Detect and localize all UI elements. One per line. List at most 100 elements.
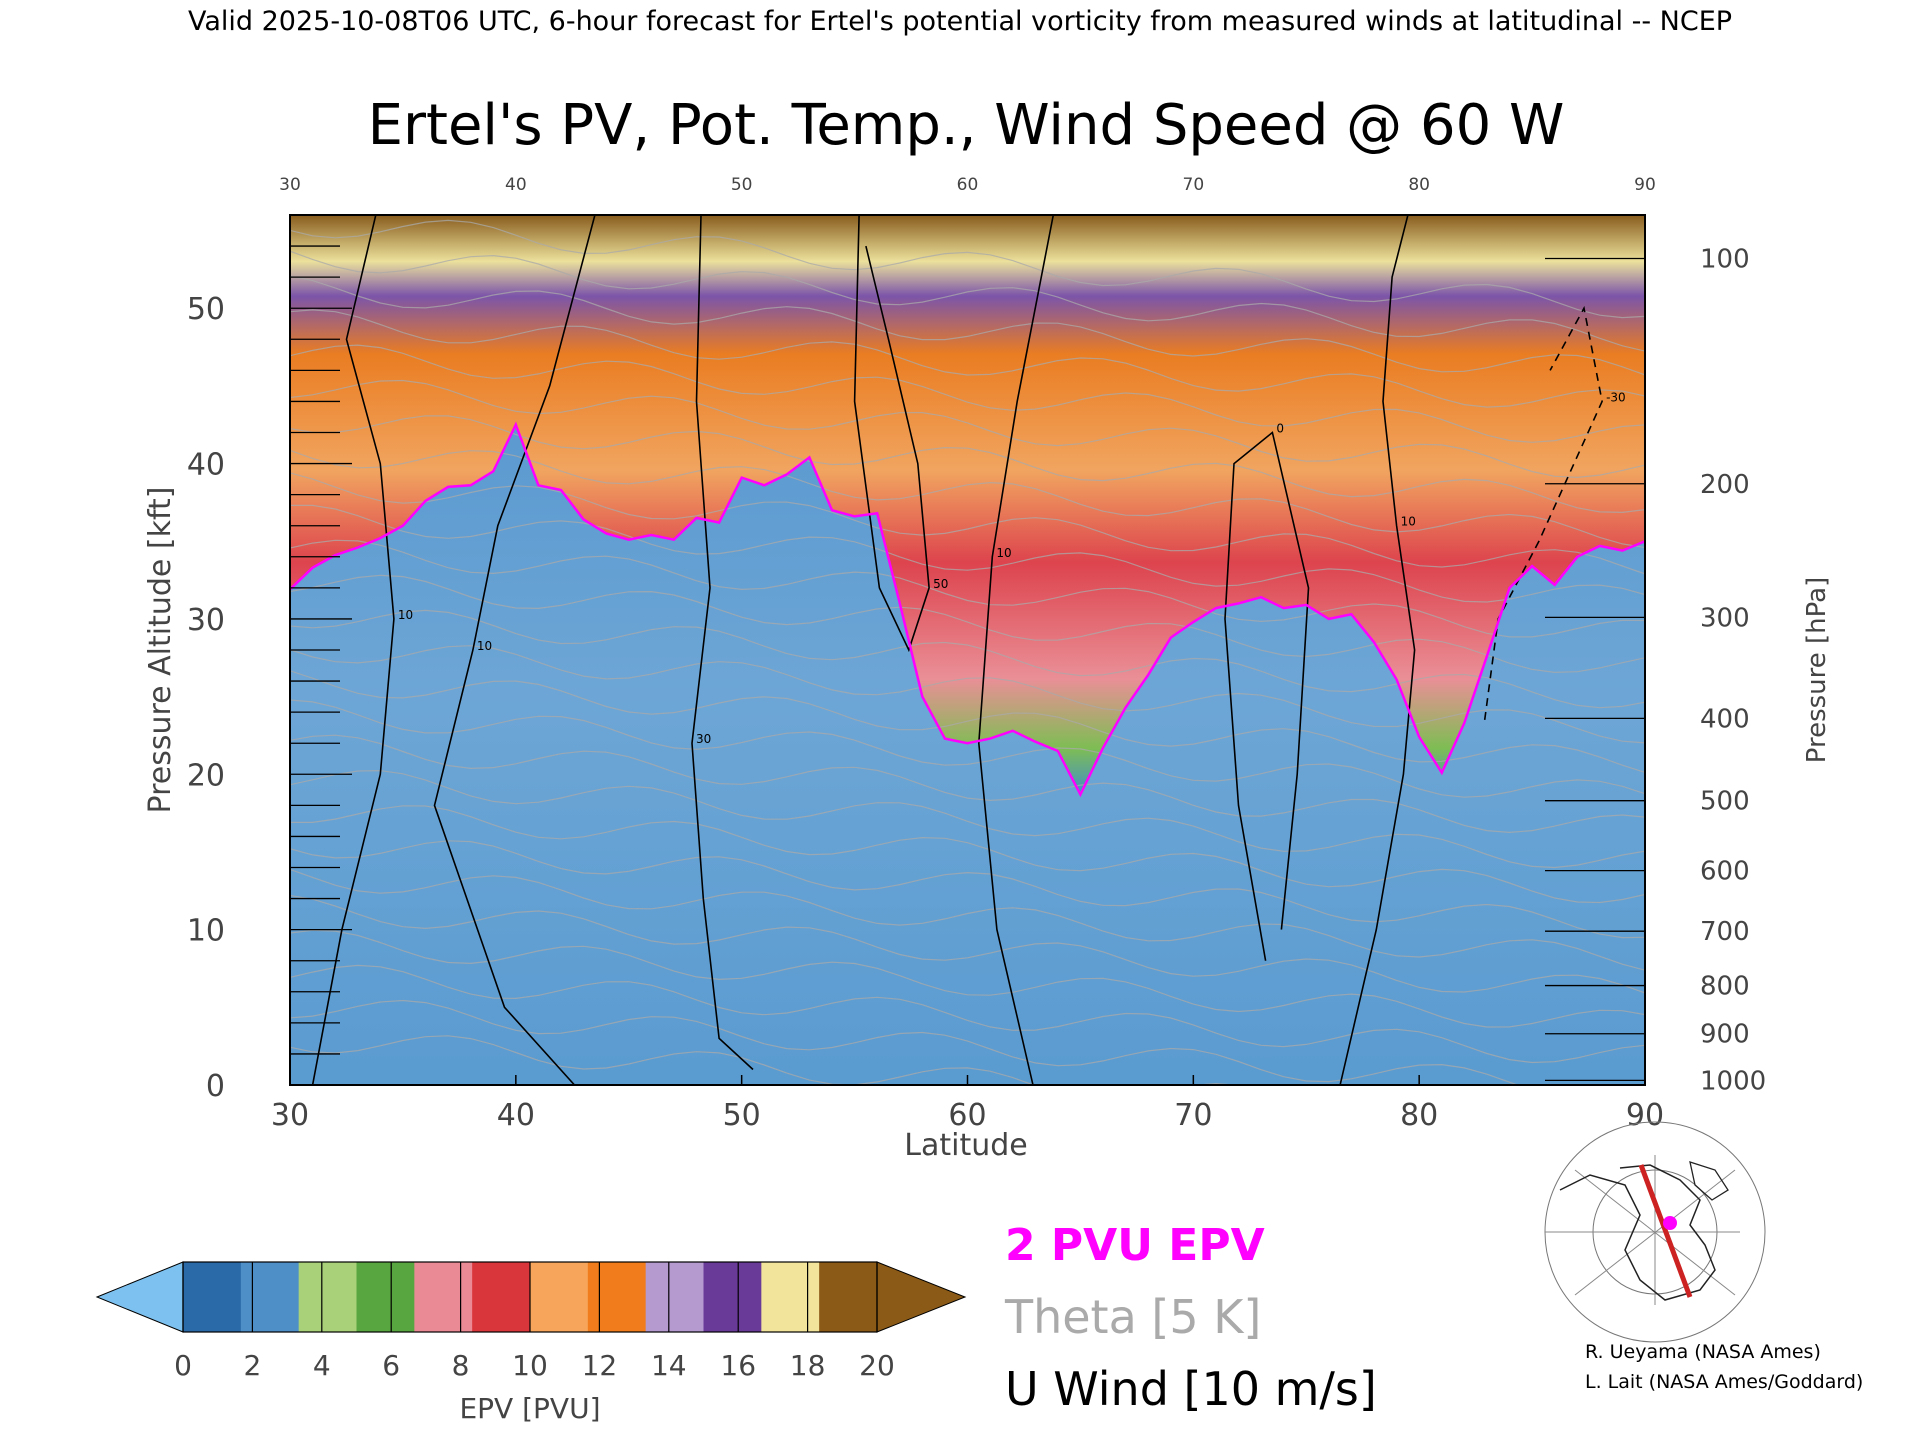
u-wind-contour-label: 30 [696,732,711,746]
theta-contour [290,894,1645,994]
y-tick-label: 30 [187,603,225,638]
colorbar-over-arrow [876,1261,967,1333]
x-tick-label: 90 [1626,1098,1664,1133]
u-wind-contour-line [433,215,596,1085]
theta-contour [290,868,1645,971]
theta-contour [290,1035,1240,1085]
pressure-tick-label: 400 [1700,704,1750,734]
pressure-tick-label: 600 [1700,857,1750,887]
x-tick-label: 70 [1174,1098,1212,1133]
x-axis-top: 30 40 50 60 70 80 90 [279,175,1656,195]
theta-contour [290,219,1645,319]
y-tick-label: 0 [206,1069,225,1104]
theta-contour [290,574,1645,674]
x-tick-label: 80 [1400,1098,1438,1133]
pressure-tick-label: 900 [1700,1020,1750,1050]
x-tick-label: 40 [497,1098,535,1133]
x-axis-label: Latitude [904,1128,1027,1163]
colorbar-segment [183,1262,242,1332]
colorbar-tick-label: 18 [790,1349,826,1382]
x-top-tick-label: 80 [1408,175,1430,195]
colorbar-ticks: 0 2 4 6 8 10 12 14 16 18 20 [174,1261,895,1382]
x-top-tick-label: 30 [279,175,301,195]
colorbar-segment [587,1262,647,1332]
u-wind-contour-line [853,215,930,653]
colorbar-segment [530,1262,589,1332]
plot-area: 10 10 30 50 10 0 10 -30 [290,215,1645,1085]
y-tick-label: 40 [187,448,225,483]
colorbar-tick-label: 20 [859,1349,895,1382]
theta-contour [290,609,1645,709]
theta-contour [290,964,1645,1064]
location-inset-map [1544,1121,1766,1343]
x-top-tick-label: 40 [505,175,527,195]
legend: 2 PVU EPV Theta [5 K] U Wind [10 m/s] [1004,1220,1377,1416]
y-tick-label: 20 [187,758,225,793]
colorbar-tick-label: 12 [582,1349,618,1382]
colorbar-tick-label: 8 [452,1349,470,1382]
colorbar-under-arrow [95,1261,184,1333]
colorbar-tick-label: 2 [243,1349,261,1382]
u-wind-contour-line [1483,305,1603,721]
colorbar-segment [356,1262,415,1332]
theta-contour [290,449,1645,549]
x-top-tick-label: 70 [1183,175,1205,195]
theta-contour [290,250,1645,352]
x-top-tick-label: 60 [957,175,979,195]
colorbar-frame [182,1261,878,1333]
theta-contour [290,472,1645,575]
colorbar-segment [645,1262,704,1332]
pressure-tick-label: 200 [1700,470,1750,500]
y-tick-label: 10 [187,914,225,949]
colorbar-segment [240,1262,300,1332]
theta-contour [290,734,1645,834]
theta-contour [290,670,1645,773]
pressure-tick-label: 500 [1700,787,1750,817]
colorbar-segments [183,1262,878,1332]
pressure-tick-label: 300 [1700,603,1750,633]
u-wind-contour-label: 10 [477,639,492,653]
theta-contour [290,379,1645,479]
cross-section-track [1638,1164,1693,1298]
x-axis-bottom: 30 40 50 60 70 80 90 [271,1075,1664,1133]
colorbar-segment [819,1262,878,1332]
y-tick-label: 50 [187,292,225,327]
stratosphere-fill [290,215,1645,795]
theta-contour [290,699,1645,798]
u-wind-contour-label: 10 [1401,515,1416,529]
u-wind-contours: 10 10 30 50 10 0 10 -30 [311,215,1626,1085]
theta-contour [290,769,1645,869]
x-tick-label: 60 [948,1098,986,1133]
theta-contour [290,344,1645,443]
u-wind-contour-label: 0 [1276,422,1284,436]
legend-wind: U Wind [10 m/s] [1005,1362,1377,1416]
colorbar-segment [414,1262,473,1332]
x-top-tick-label: 90 [1634,175,1656,195]
theta-contour [290,929,1645,1028]
colorbar-tick-label: 16 [720,1349,756,1382]
colorbar-tick-label: 6 [382,1349,400,1382]
u-wind-contour-line [691,215,754,1071]
y-axis-label: Pressure Altitude [kft] [143,487,178,814]
colorbar-tick-label: 10 [512,1349,548,1382]
colorbar-segment [703,1262,762,1332]
u-wind-contour-label: 50 [933,577,948,591]
legend-theta: Theta [5 K] [1004,1290,1261,1344]
theta-contour [290,999,1520,1085]
theta-contour [290,415,1645,514]
u-wind-contour-line [1339,215,1416,1085]
x-tick-label: 50 [723,1098,761,1133]
theta-contour [290,645,1645,744]
theta-contour [290,504,1645,603]
credit-line-1: R. Ueyama (NASA Ames) [1585,1341,1821,1363]
x-tick-label: 30 [271,1098,309,1133]
theta-contours [290,219,1645,1085]
colorbar-segment [298,1262,357,1332]
colorbar-segment [761,1262,820,1332]
u-wind-contour-label: 10 [996,546,1011,560]
run-header: Valid 2025-10-08T06 UTC, 6-hour forecast… [188,6,1732,37]
theta-contour [290,539,1645,638]
colorbar-segment [472,1262,531,1332]
pressure-tick-label: 700 [1700,917,1750,947]
